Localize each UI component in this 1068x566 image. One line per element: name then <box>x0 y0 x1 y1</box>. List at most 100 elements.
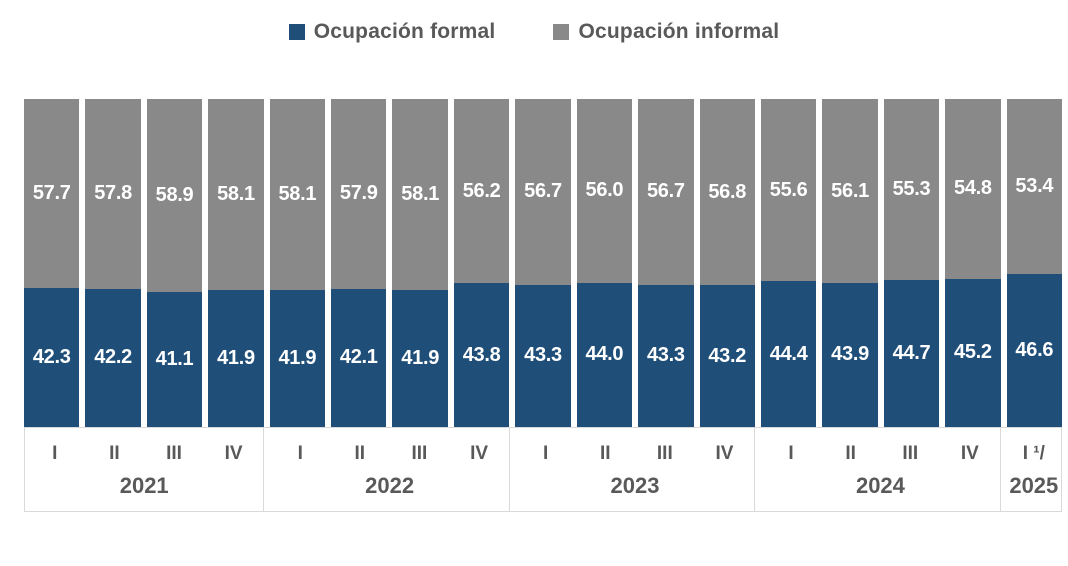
informal-segment: 56.0 <box>576 99 633 283</box>
quarter-label: IV <box>470 443 489 464</box>
informal-value-label: 56.7 <box>524 180 562 203</box>
year-group-2021: I II III IV 2021 <box>25 428 265 511</box>
formal-value-label: 44.7 <box>892 342 931 365</box>
formal-segment: 43.2 <box>699 285 755 427</box>
informal-segment: 53.4 <box>1006 99 1062 275</box>
formal-segment: 43.9 <box>822 283 878 427</box>
informal-segment: 56.7 <box>638 99 694 285</box>
quarter-label: III <box>902 443 919 464</box>
formal-value-label: 45.2 <box>954 341 992 364</box>
informal-segment: 57.7 <box>24 99 80 289</box>
informal-value-label: 58.1 <box>217 182 255 205</box>
formal-value-label: 43.9 <box>831 343 869 366</box>
informal-segment: 56.8 <box>699 99 755 286</box>
informal-segment: 56.2 <box>453 99 510 284</box>
legend-label-formal: Ocupación formal <box>313 20 496 43</box>
stacked-bar-2023-q3: 56.7 43.3 <box>638 99 694 427</box>
stacked-bar-2021-q3: 58.9 41.1 <box>146 99 203 427</box>
formal-segment: 43.3 <box>515 284 571 427</box>
stacked-bar-2024-q3: 55.3 44.7 <box>883 99 940 427</box>
year-label: 2021 <box>119 473 169 498</box>
stacked-bar-2022-q2: 57.9 42.1 <box>331 99 387 427</box>
quarter-label: II <box>599 443 611 464</box>
informal-segment: 58.1 <box>208 99 264 290</box>
informal-value-label: 57.9 <box>339 182 378 205</box>
formal-segment: 41.9 <box>208 289 264 427</box>
year-label: 2025 <box>1009 473 1059 498</box>
informal-value-label: 58.1 <box>401 182 440 205</box>
quarter-label-footnoted: I ¹/ <box>1022 443 1045 464</box>
formal-legend-square-icon <box>288 24 305 40</box>
formal-value-label: 43.2 <box>708 344 747 367</box>
quarter-label: III <box>166 443 182 464</box>
formal-value-label: 44.4 <box>769 342 808 365</box>
quarter-label: IV <box>715 443 734 464</box>
stacked-bar-2022-q4: 56.2 43.8 <box>453 99 510 427</box>
stacked-bar-2021-q2: 57.8 42.2 <box>85 99 141 427</box>
stacked-bar-2022-q3: 58.1 41.9 <box>392 99 448 427</box>
formal-segment: 44.4 <box>760 281 817 427</box>
year-label: 2022 <box>365 473 415 498</box>
plot-area: 57.7 42.3 57.8 42.2 58.9 41.1 58.1 41.9 … <box>24 99 1062 512</box>
informal-value-label: 58.9 <box>155 184 194 207</box>
chart-legend: Ocupación formal Ocupación informal <box>0 0 1068 48</box>
year-group-2024: I II III IV 2024 <box>761 428 1001 511</box>
formal-value-label: 42.2 <box>94 346 132 369</box>
year-group-2025: I ¹/ 2025 <box>1007 428 1062 511</box>
formal-value-label: 46.6 <box>1015 339 1054 362</box>
legend-item-formal: Ocupación formal <box>288 20 496 44</box>
informal-segment: 56.7 <box>515 99 571 285</box>
quarter-label: III <box>411 443 428 464</box>
quarter-label: III <box>656 443 673 464</box>
formal-value-label: 43.8 <box>462 343 501 366</box>
informal-value-label: 56.7 <box>646 180 685 203</box>
stacked-bar-2023-q4: 56.8 43.2 <box>699 99 755 427</box>
formal-segment: 42.2 <box>85 288 141 427</box>
stacked-bar-2024-q2: 56.1 43.9 <box>822 99 878 427</box>
stacked-bar-2022-q1: 58.1 41.9 <box>269 99 326 427</box>
informal-value-label: 58.1 <box>278 182 317 205</box>
year-group-2023: I II III IV 2023 <box>516 428 756 511</box>
formal-segment: 42.1 <box>331 288 387 427</box>
formal-value-label: 43.3 <box>524 344 562 367</box>
informal-value-label: 57.7 <box>32 182 71 205</box>
formal-segment: 41.1 <box>146 292 203 427</box>
informal-value-label: 56.8 <box>708 180 747 203</box>
stacked-bar-2025-q1: 53.4 46.6 <box>1006 99 1062 427</box>
formal-segment: 43.8 <box>453 283 510 427</box>
quarter-label: IV <box>224 443 243 464</box>
informal-value-label: 54.8 <box>954 177 992 200</box>
formal-segment: 41.9 <box>392 289 448 427</box>
stacked-bar-2024-q4: 54.8 45.2 <box>945 99 1001 427</box>
quarter-row: I ¹/ <box>1007 443 1061 465</box>
formal-value-label: 41.9 <box>278 346 317 369</box>
x-axis: I II III IV 2021 I II III IV 2022 I <box>24 427 1062 512</box>
informal-value-label: 57.8 <box>94 182 132 205</box>
bars-container: 57.7 42.3 57.8 42.2 58.9 41.1 58.1 41.9 … <box>24 99 1062 427</box>
formal-segment: 46.6 <box>1006 274 1062 427</box>
informal-segment: 55.6 <box>760 99 817 282</box>
formal-segment: 43.3 <box>638 284 694 427</box>
quarter-label: I <box>542 443 549 464</box>
quarter-label: II <box>354 443 366 464</box>
quarter-label: II <box>109 443 120 464</box>
formal-value-label: 42.3 <box>32 346 71 369</box>
informal-segment: 56.1 <box>822 99 878 283</box>
legend-item-informal: Ocupación informal <box>553 20 779 44</box>
formal-value-label: 41.9 <box>401 346 440 369</box>
informal-value-label: 55.3 <box>892 178 931 201</box>
quarter-label: I <box>297 443 303 464</box>
quarter-label: I <box>788 443 794 464</box>
formal-segment: 41.9 <box>269 289 326 427</box>
informal-segment: 58.1 <box>392 99 448 290</box>
informal-value-label: 56.2 <box>462 179 501 202</box>
quarter-row: I II III IV <box>761 443 999 465</box>
formal-segment: 45.2 <box>945 278 1001 427</box>
year-label: 2024 <box>855 473 905 498</box>
informal-segment: 58.9 <box>146 99 203 293</box>
legend-label-informal: Ocupación informal <box>578 20 780 43</box>
quarter-row: I II III IV <box>25 443 263 465</box>
stacked-bar-2023-q1: 56.7 43.3 <box>515 99 571 427</box>
quarter-row: I II III IV <box>516 443 754 465</box>
